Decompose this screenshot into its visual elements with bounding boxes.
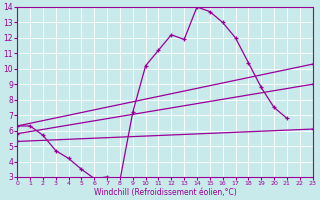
X-axis label: Windchill (Refroidissement éolien,°C): Windchill (Refroidissement éolien,°C) xyxy=(93,188,236,197)
